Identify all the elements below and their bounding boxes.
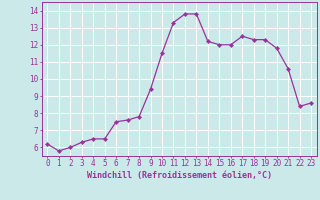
X-axis label: Windchill (Refroidissement éolien,°C): Windchill (Refroidissement éolien,°C) [87, 171, 272, 180]
